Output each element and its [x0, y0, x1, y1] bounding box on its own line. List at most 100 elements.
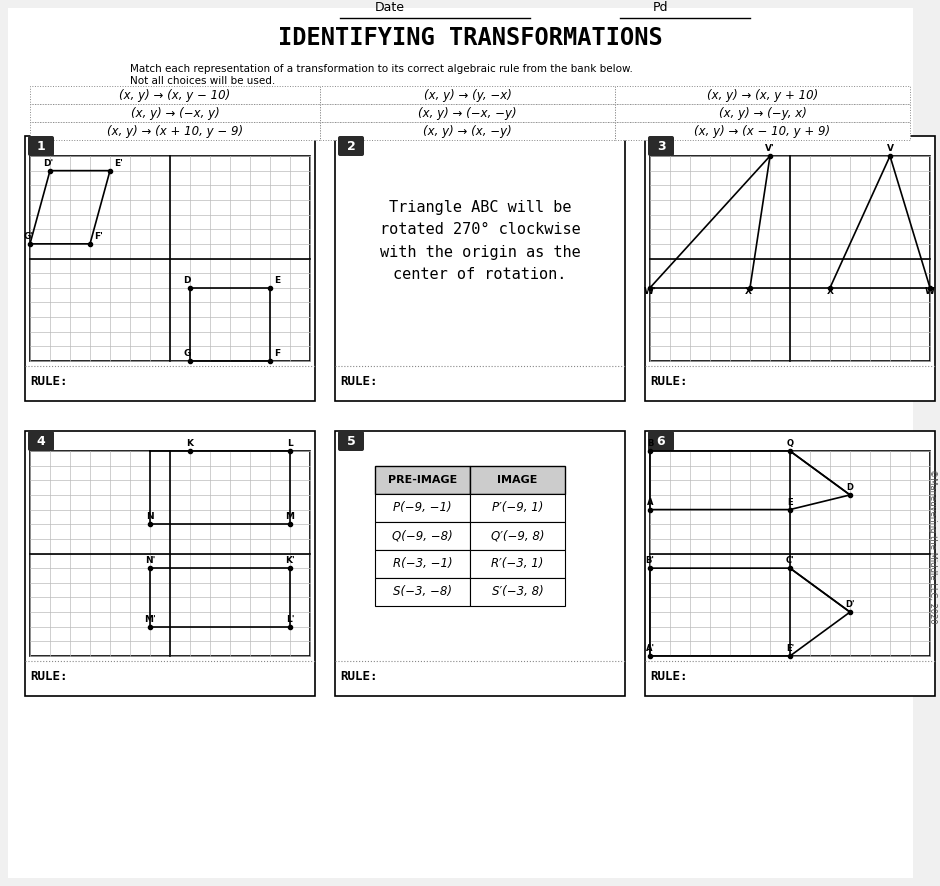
Text: Q(−9, −8): Q(−9, −8) — [392, 530, 453, 542]
Text: S(−3, −8): S(−3, −8) — [393, 586, 452, 599]
Text: M': M' — [144, 615, 156, 624]
Bar — [470, 494, 565, 522]
Text: RULE:: RULE: — [30, 376, 68, 388]
FancyBboxPatch shape — [648, 136, 674, 156]
Text: (x, y) → (−y, x): (x, y) → (−y, x) — [718, 106, 807, 120]
Text: ©Maneuvering the Middle LLC, 2020: ©Maneuvering the Middle LLC, 2020 — [928, 469, 936, 624]
Text: C': C' — [786, 556, 794, 565]
Text: G: G — [183, 349, 191, 358]
Text: P′(−9, 1): P′(−9, 1) — [492, 501, 543, 515]
Text: IDENTIFYING TRANSFORMATIONS: IDENTIFYING TRANSFORMATIONS — [277, 26, 663, 50]
Text: E': E' — [786, 644, 794, 653]
Text: W: W — [925, 287, 935, 296]
Bar — [375, 466, 470, 494]
Text: B': B' — [646, 556, 654, 565]
Text: Pd: Pd — [652, 1, 667, 14]
Bar — [375, 550, 470, 578]
Text: RULE:: RULE: — [650, 670, 687, 683]
Bar — [30, 156, 310, 361]
Text: D': D' — [43, 159, 54, 167]
Bar — [470, 550, 565, 578]
Bar — [615, 122, 910, 140]
Text: A': A' — [646, 644, 654, 653]
Text: W': W' — [644, 287, 656, 296]
Bar — [645, 136, 935, 401]
Text: V: V — [886, 144, 894, 153]
Bar — [645, 431, 935, 696]
Text: L: L — [287, 439, 293, 448]
Text: (x, y) → (−x, y): (x, y) → (−x, y) — [131, 106, 219, 120]
Text: F': F' — [94, 232, 102, 241]
FancyBboxPatch shape — [338, 136, 364, 156]
Text: 3: 3 — [657, 139, 666, 152]
Text: RULE:: RULE: — [340, 376, 378, 388]
Text: P(−9, −1): P(−9, −1) — [393, 501, 452, 515]
Text: RULE:: RULE: — [30, 670, 68, 683]
Bar — [320, 104, 615, 122]
Text: X': X' — [745, 287, 755, 296]
Text: K: K — [186, 439, 194, 448]
FancyBboxPatch shape — [28, 431, 54, 451]
Text: Match each representation of a transformation to its correct algebraic rule from: Match each representation of a transform… — [130, 64, 633, 86]
Text: PRE-IMAGE: PRE-IMAGE — [388, 475, 457, 485]
Text: Triangle ABC will be
rotated 270° clockwise
with the origin as the
center of rot: Triangle ABC will be rotated 270° clockw… — [380, 200, 580, 282]
FancyBboxPatch shape — [648, 431, 674, 451]
Text: X: X — [826, 287, 834, 296]
Text: B: B — [647, 439, 653, 448]
Text: Q′(−9, 8): Q′(−9, 8) — [491, 530, 544, 542]
Text: E: E — [274, 276, 280, 284]
Bar — [320, 122, 615, 140]
Text: N': N' — [145, 556, 155, 565]
Text: A: A — [647, 498, 653, 507]
Bar — [320, 86, 615, 104]
Text: 1: 1 — [37, 139, 45, 152]
Text: (x, y) → (y, −x): (x, y) → (y, −x) — [424, 89, 511, 102]
Text: R(−3, −1): R(−3, −1) — [393, 557, 452, 571]
Bar — [470, 466, 565, 494]
Text: D: D — [183, 276, 191, 284]
Text: V': V' — [765, 144, 775, 153]
Text: R′(−3, 1): R′(−3, 1) — [492, 557, 543, 571]
Bar — [650, 451, 930, 656]
Bar — [470, 578, 565, 606]
Text: E: E — [787, 498, 792, 507]
Text: 2: 2 — [347, 139, 355, 152]
Text: S′(−3, 8): S′(−3, 8) — [492, 586, 543, 599]
Text: (x, y) → (x, −y): (x, y) → (x, −y) — [423, 125, 512, 137]
Text: D: D — [847, 483, 854, 492]
Bar — [30, 122, 320, 140]
Bar — [375, 494, 470, 522]
Bar — [470, 522, 565, 550]
Text: G': G' — [23, 232, 33, 241]
Bar — [25, 136, 315, 401]
Text: Q: Q — [787, 439, 793, 448]
Text: (x, y) → (−x, −y): (x, y) → (−x, −y) — [418, 106, 517, 120]
Text: (x, y) → (x, y − 10): (x, y) → (x, y − 10) — [119, 89, 230, 102]
Text: (x, y) → (x − 10, y + 9): (x, y) → (x − 10, y + 9) — [695, 125, 831, 137]
Bar — [375, 522, 470, 550]
Text: N: N — [147, 512, 154, 521]
Text: 4: 4 — [37, 434, 45, 447]
Text: IMAGE: IMAGE — [497, 475, 538, 485]
Bar — [650, 156, 930, 361]
Text: K': K' — [285, 556, 295, 565]
Text: L': L' — [286, 615, 294, 624]
FancyBboxPatch shape — [28, 136, 54, 156]
Text: 6: 6 — [657, 434, 666, 447]
Bar — [30, 104, 320, 122]
Bar — [615, 104, 910, 122]
Bar — [30, 86, 320, 104]
Text: E': E' — [114, 159, 123, 167]
Text: (x, y) → (x + 10, y − 9): (x, y) → (x + 10, y − 9) — [107, 125, 243, 137]
Bar — [25, 431, 315, 696]
Bar — [615, 86, 910, 104]
FancyBboxPatch shape — [338, 431, 364, 451]
Bar — [375, 578, 470, 606]
Text: RULE:: RULE: — [340, 670, 378, 683]
Text: F: F — [274, 349, 280, 358]
Text: D': D' — [845, 600, 854, 609]
Bar — [30, 451, 310, 656]
Bar — [335, 431, 625, 696]
Text: RULE:: RULE: — [650, 376, 687, 388]
Text: Date: Date — [375, 1, 405, 14]
